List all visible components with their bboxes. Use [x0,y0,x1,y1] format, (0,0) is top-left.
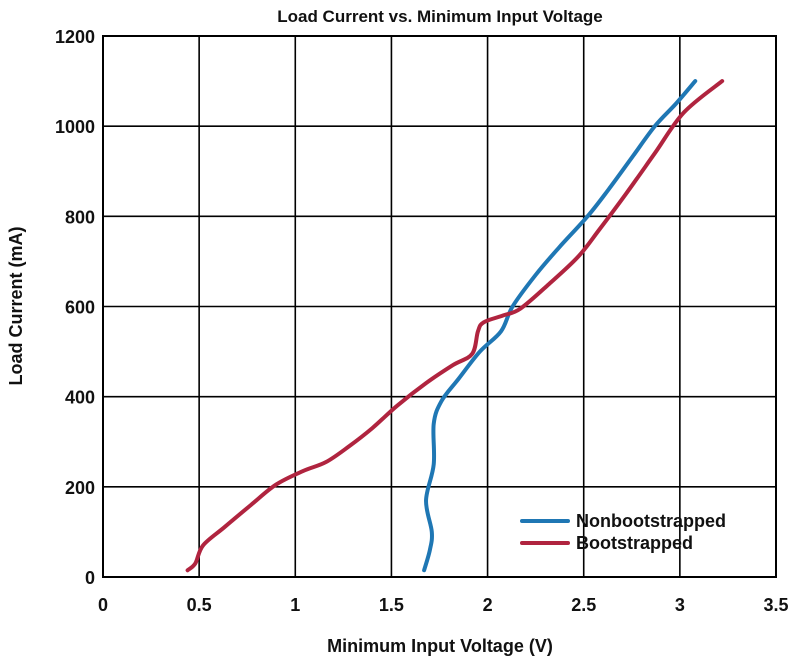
x-tick-label: 1.5 [379,595,404,615]
x-tick-label: 0 [98,595,108,615]
y-tick-label: 1000 [55,117,95,137]
x-tick-labels: 0 0.5 1 1.5 2 2.5 3 3.5 [98,595,789,615]
x-tick-label: 3 [675,595,685,615]
x-tick-label: 0.5 [187,595,212,615]
y-tick-label: 0 [85,568,95,588]
x-axis-label: Minimum Input Voltage (V) [327,636,553,656]
y-axis-label: Load Current (mA) [6,227,26,386]
y-tick-labels: 0 200 400 600 800 1000 1200 [55,27,95,588]
legend-label: Bootstrapped [576,533,693,553]
y-tick-label: 800 [65,207,95,227]
series-line-bootstrapped [185,79,725,573]
chart-title: Load Current vs. Minimum Input Voltage [277,7,603,26]
series-layer [185,79,725,573]
plot-frame [102,35,777,578]
legend-label: Nonbootstrapped [576,511,726,531]
y-tick-label: 600 [65,298,95,318]
x-tick-label: 3.5 [763,595,788,615]
series-line-nonbootstrapped [422,79,698,573]
x-tick-label: 2 [483,595,493,615]
x-tick-label: 1 [290,595,300,615]
y-tick-label: 400 [65,388,95,408]
y-tick-label: 1200 [55,27,95,47]
grid [102,35,777,578]
y-tick-label: 200 [65,478,95,498]
x-tick-label: 2.5 [571,595,596,615]
